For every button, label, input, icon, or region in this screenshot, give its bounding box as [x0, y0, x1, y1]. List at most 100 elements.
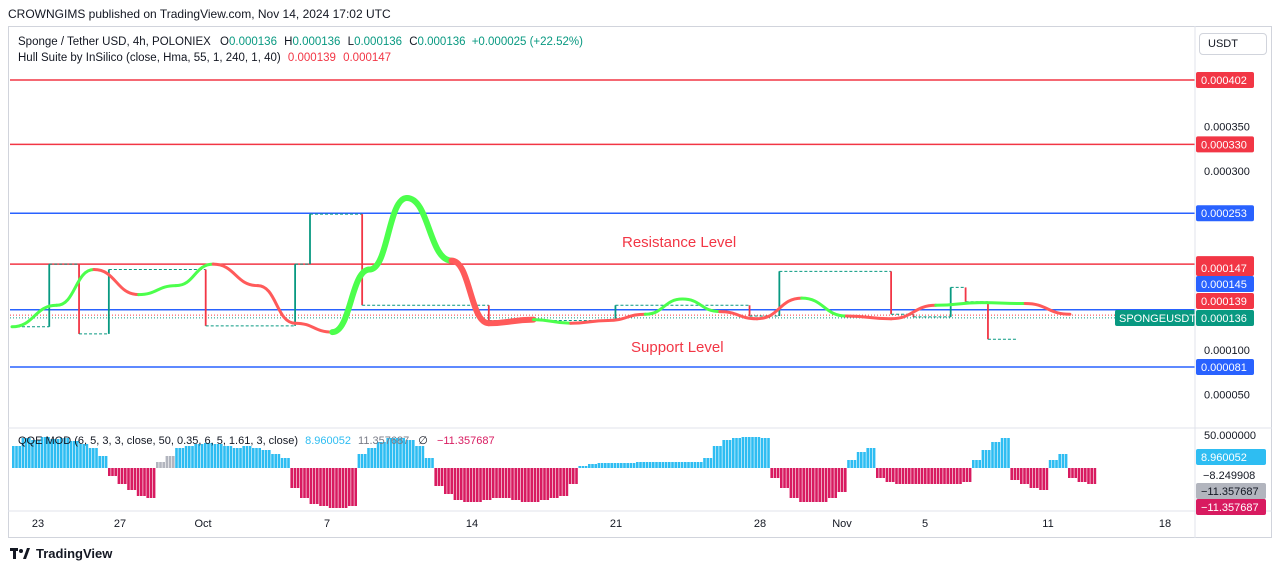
qqe-bar [770, 468, 773, 478]
x-tick-label: 7 [324, 518, 330, 530]
qqe-bar [1004, 438, 1007, 468]
last-price-tag-bg [1196, 310, 1254, 326]
hull-price-tag: 0.000147 [1201, 263, 1247, 275]
qqe-bar [460, 468, 463, 500]
qqe-bar [821, 468, 825, 502]
qqe-bar [882, 468, 885, 478]
qqe-bar [965, 468, 969, 482]
qqe-bar [988, 450, 991, 468]
qqe-bar [152, 468, 156, 498]
qqe-bar [248, 446, 252, 468]
qqe-bar [37, 440, 41, 468]
hull-segment [979, 301, 1027, 306]
x-tick-label: Oct [194, 518, 211, 530]
qqe-bar [904, 468, 908, 484]
qqe-bar [946, 468, 949, 484]
hull-segment [403, 195, 455, 264]
qqe-bar [88, 448, 92, 468]
qqe-bar [837, 468, 841, 492]
qqe-bar [1007, 438, 1010, 468]
x-tick-label: 18 [1159, 518, 1171, 530]
qqe-bar [367, 448, 370, 468]
qqe-bar [517, 468, 521, 500]
qqe-bar [364, 454, 367, 468]
qqe-bar [799, 468, 802, 502]
symbol-tag-bg [1115, 310, 1195, 326]
qqe-bar [431, 458, 434, 468]
qqe-bar [412, 440, 415, 468]
qqe-bar [181, 448, 185, 468]
symbol-title[interactable]: Sponge / Tether USD, 4h, POLONIEX [18, 36, 211, 48]
qqe-bar [914, 468, 917, 484]
qqe-bar [885, 468, 889, 482]
qqe-bar [898, 468, 901, 484]
qqe-bar [396, 438, 399, 468]
y-tick-label: 0.000350 [1204, 121, 1250, 133]
qqe-bar [949, 468, 953, 484]
last-price-tag: 0.000136 [1201, 313, 1247, 325]
qqe-bar [383, 442, 386, 468]
hull-segment [718, 310, 759, 321]
qqe-bar [610, 463, 613, 468]
qqe-bar [661, 462, 665, 468]
qqe-bar [31, 440, 34, 468]
qqe-bar [1000, 438, 1004, 468]
qqe-bar [997, 442, 1001, 468]
qqe-bar [1064, 454, 1068, 468]
qqe-bar [578, 466, 581, 468]
qqe-bar [1020, 468, 1023, 484]
hull-segment [10, 303, 59, 329]
tradingview-brand[interactable]: TradingView [10, 546, 112, 561]
qqe-bar [956, 468, 959, 484]
qqe-bar [607, 463, 610, 468]
qqe-bar [40, 437, 44, 468]
qqe-bar [815, 468, 818, 502]
qqe-bar [655, 462, 658, 468]
hull-segment [137, 284, 178, 297]
qqe-bar [975, 460, 978, 468]
qqe-bar [456, 468, 460, 500]
qqe-bar [1080, 468, 1084, 482]
qqe-bar [482, 468, 485, 500]
qqe-bar [63, 438, 66, 468]
publish-header: CROWNGIMS published on TradingView.com, … [8, 7, 391, 21]
indicator-value-2: 0.000147 [343, 52, 392, 64]
qqe-bar [687, 462, 690, 468]
qqe-bar [175, 448, 178, 468]
hull-segment [293, 321, 334, 334]
qqe-bar [114, 468, 117, 476]
price-axis: 0.000350 0.000300 0.000100 0.000050 0.000402… [1115, 72, 1254, 402]
qqe-bar [568, 468, 572, 484]
time-axis: 23 27 Oct 7 14 21 28 Nov 5 11 18 [32, 518, 1171, 530]
qqe-bar [780, 468, 783, 488]
qqe-null-symbol: ∅ [418, 435, 428, 447]
qqe-bar [584, 466, 588, 468]
indicator-title[interactable]: Hull Suite by InSilico (close, Hma, 55, … [18, 52, 281, 64]
qqe-bar [389, 438, 393, 468]
qqe-bar [111, 468, 114, 476]
qqe-bar [792, 468, 796, 498]
qqe-bar [488, 468, 492, 500]
qqe-bar [984, 450, 988, 468]
qqe-bar [72, 441, 76, 468]
qqe-bar [866, 448, 869, 468]
qqe-axis-top: 50.000000 [1204, 430, 1256, 442]
close-value: 0.000136 [417, 36, 466, 48]
qqe-bar [1013, 468, 1017, 480]
qqe-title[interactable]: QQE MOD (6, 5, 3, 3, close, 50, 0.35, 6,… [18, 435, 299, 447]
qqe-bar [869, 448, 873, 468]
qqe-bar [56, 439, 60, 468]
qqe-bar [562, 468, 565, 496]
qqe-bar [1010, 468, 1013, 480]
qqe-bar [34, 440, 37, 468]
qqe-bar [184, 446, 188, 468]
currency-button[interactable]: USDT [1199, 33, 1267, 55]
qqe-bar [360, 454, 364, 468]
qqe-bar [415, 446, 418, 468]
qqe-bar [1045, 468, 1049, 490]
qqe-axis: 50.000000 8.960052 −8.249908 −11.357687 −11.… [1196, 430, 1266, 515]
resistance-label: Resistance Level [622, 234, 737, 251]
x-tick-label: 21 [610, 518, 622, 530]
qqe-axis-tag: −11.357687 [1201, 486, 1259, 498]
qqe-bar [834, 468, 837, 498]
